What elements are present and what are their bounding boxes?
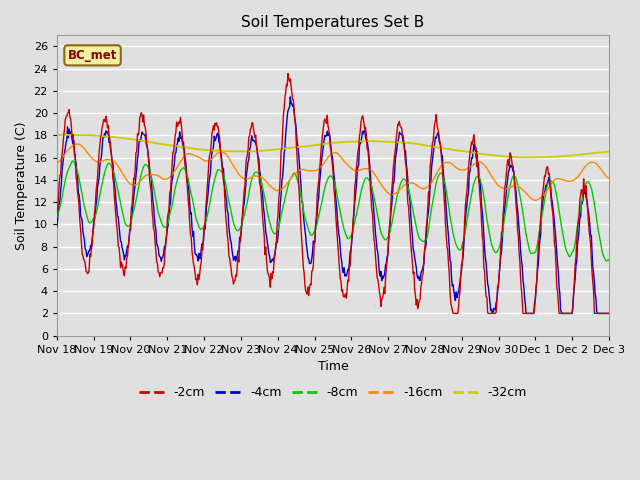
Text: BC_met: BC_met [68, 49, 117, 62]
X-axis label: Time: Time [317, 360, 348, 373]
Legend: -2cm, -4cm, -8cm, -16cm, -32cm: -2cm, -4cm, -8cm, -16cm, -32cm [134, 382, 532, 405]
Y-axis label: Soil Temperature (C): Soil Temperature (C) [15, 121, 28, 250]
Title: Soil Temperatures Set B: Soil Temperatures Set B [241, 15, 424, 30]
